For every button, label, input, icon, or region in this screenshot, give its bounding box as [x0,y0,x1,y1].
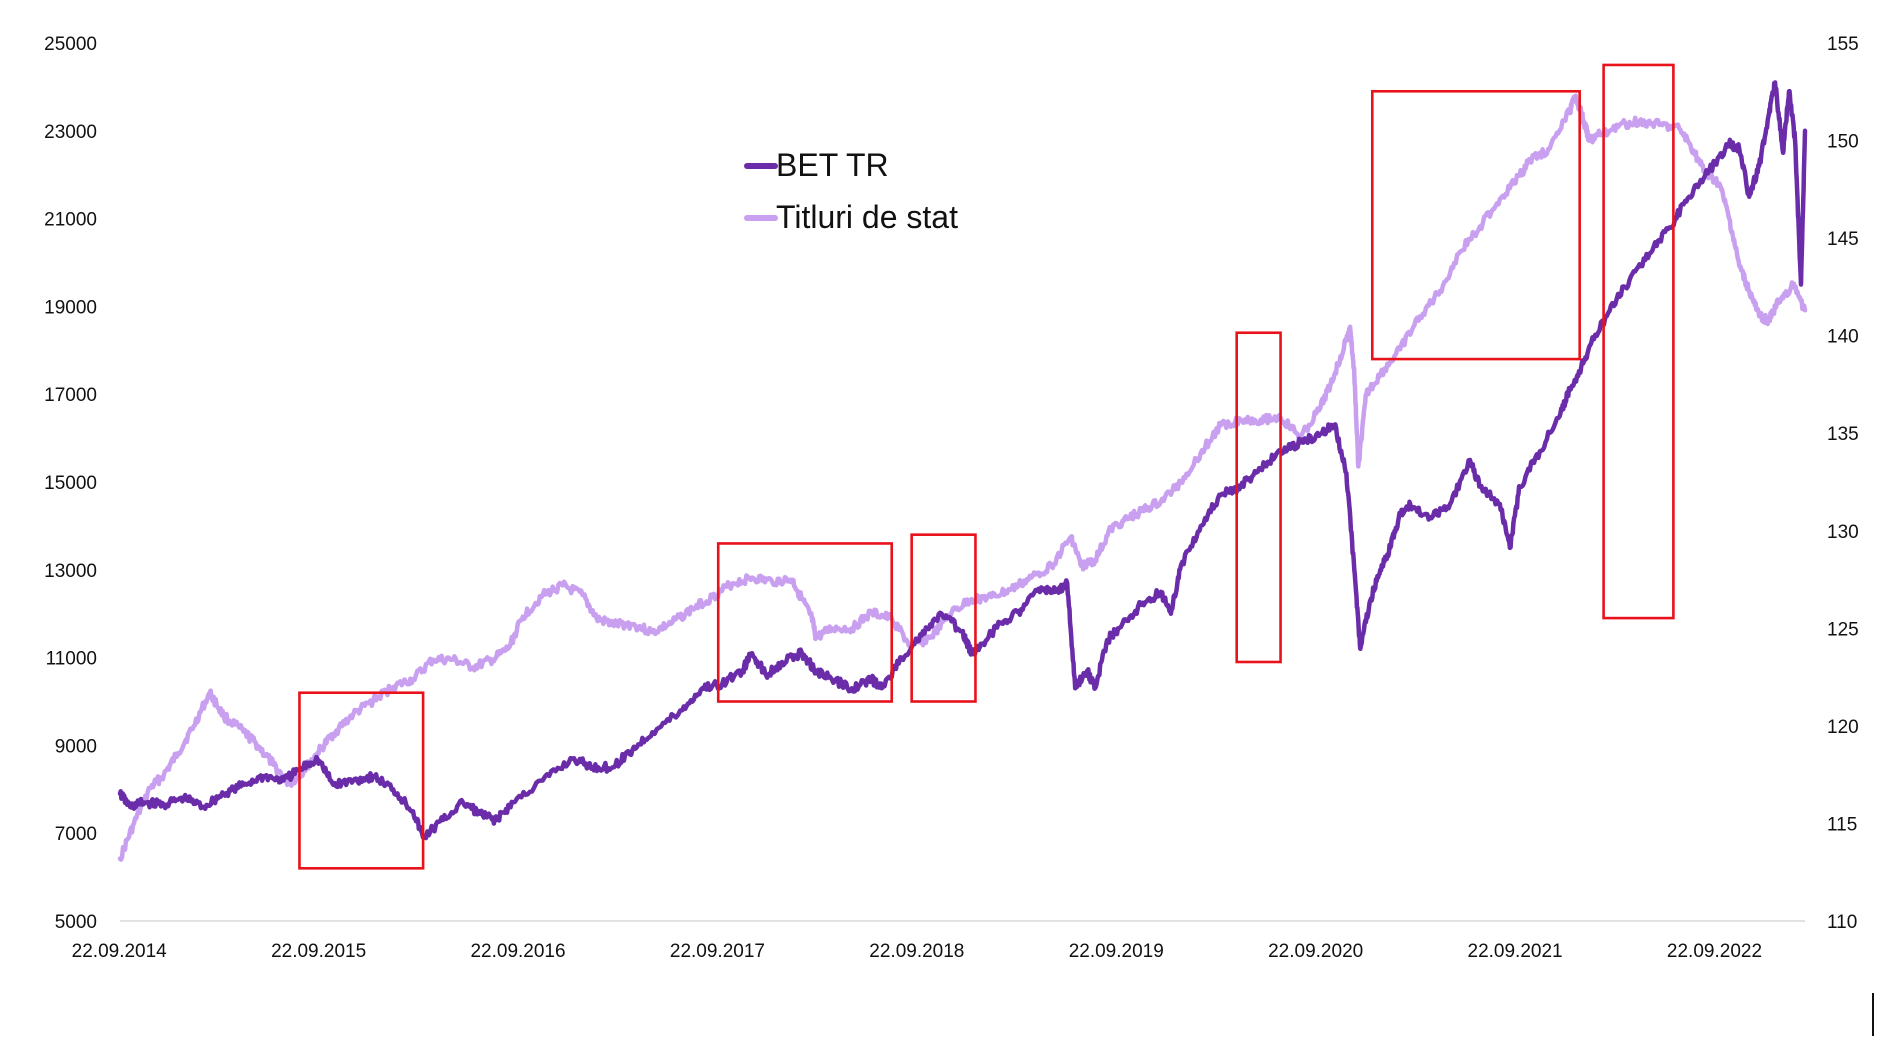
x-tick-label: 22.09.2021 [1468,941,1563,962]
right-y-tick-label: 115 [1827,814,1857,835]
series-line-titluri-de-stat [117,93,1808,862]
legend: BET TR Titluri de stat [744,147,958,235]
x-tick-label: 22.09.2017 [670,941,765,962]
left-y-axis-ticks: 5000 7000 9000 11000 13000 15000 17000 19000 210… [44,34,97,933]
right-y-axis-ticks: 110 115 120 125 130 135 140 145 150 155 [1827,34,1859,933]
right-y-tick-label: 125 [1827,619,1859,640]
right-y-tick-label: 110 [1827,912,1857,933]
right-y-tick-label: 135 [1827,424,1859,445]
right-y-tick-label: 155 [1827,34,1859,55]
left-y-tick-label: 23000 [44,122,97,143]
right-y-tick-label: 130 [1827,522,1859,543]
left-y-tick-label: 5000 [55,912,97,933]
highlight-box [298,691,425,870]
left-y-tick-label: 13000 [44,561,97,582]
x-tick-label: 22.09.2022 [1667,941,1762,962]
highlight-box [1602,63,1675,620]
left-y-tick-label: 17000 [44,385,97,406]
left-y-tick-label: 19000 [44,297,97,318]
legend-label: BET TR [776,147,889,183]
left-y-tick-label: 21000 [44,210,97,231]
legend-label: Titluri de stat [776,199,958,235]
right-y-tick-label: 120 [1827,717,1859,738]
left-y-tick-label: 9000 [55,736,97,757]
highlight-box [1235,331,1282,664]
series-lines [117,80,1808,862]
left-y-tick-label: 15000 [44,473,97,494]
left-y-tick-label: 11000 [46,649,97,670]
highlight-box [716,542,894,703]
left-y-tick-label: 7000 [55,824,97,845]
highlight-box [1370,89,1581,361]
x-tick-label: 22.09.2018 [869,941,964,962]
x-tick-label: 22.09.2020 [1268,941,1363,962]
x-tick-label: 22.09.2019 [1069,941,1164,962]
highlight-box [910,533,977,703]
right-y-tick-label: 140 [1827,327,1859,348]
x-tick-label: 22.09.2015 [271,941,366,962]
right-y-tick-label: 145 [1827,229,1859,250]
left-y-tick-label: 25000 [44,34,97,55]
series-line-bet-tr [117,80,1808,841]
x-tick-label: 22.09.2016 [470,941,565,962]
x-axis-ticks: 22.09.2014 22.09.2015 22.09.2016 22.09.2017… [72,941,1762,962]
right-y-tick-label: 150 [1827,132,1859,153]
highlight-boxes [298,63,1675,870]
x-tick-label: 22.09.2014 [72,941,168,962]
